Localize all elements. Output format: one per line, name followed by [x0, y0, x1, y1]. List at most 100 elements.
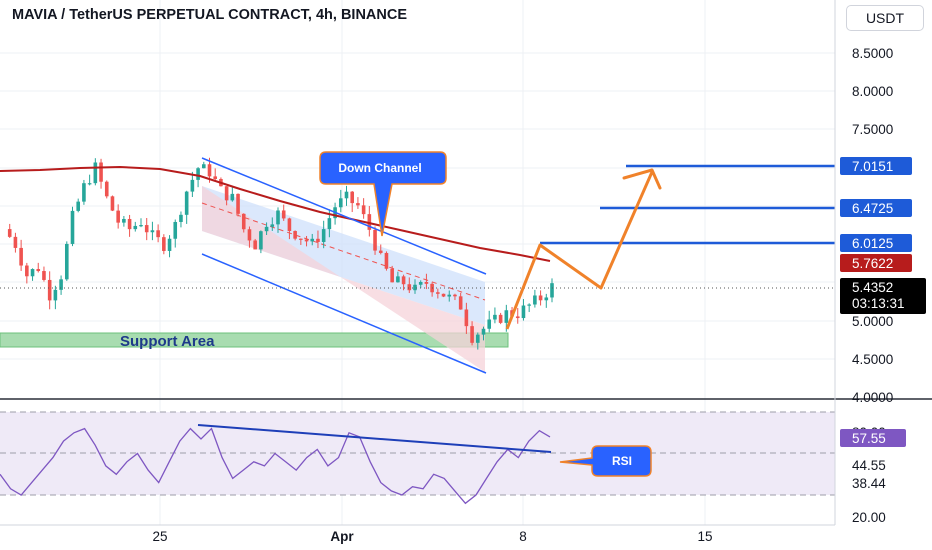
candle-body[interactable]	[378, 250, 383, 253]
candle-body[interactable]	[373, 229, 377, 251]
candle-body[interactable]	[418, 281, 423, 285]
candle-body[interactable]	[116, 210, 120, 223]
candle-body[interactable]	[64, 243, 69, 280]
rsi-callout[interactable]	[559, 445, 652, 477]
candle-body[interactable]	[487, 319, 492, 329]
currency-selector[interactable]: USDT	[846, 5, 924, 31]
candle-body[interactable]	[133, 225, 138, 230]
candle-body[interactable]	[356, 203, 360, 206]
candle-body[interactable]	[401, 276, 406, 285]
candle-body[interactable]	[99, 162, 103, 182]
candle-body[interactable]	[19, 247, 23, 266]
candle-body[interactable]	[42, 271, 46, 280]
candle-body[interactable]	[544, 297, 549, 301]
candle-body[interactable]	[458, 296, 463, 310]
candle-body[interactable]	[247, 229, 252, 241]
rsi-divergence-line[interactable]	[197, 424, 552, 453]
candle-body[interactable]	[441, 293, 446, 297]
candle-body[interactable]	[498, 314, 503, 323]
candle-body[interactable]	[475, 334, 480, 343]
candle-body[interactable]	[162, 237, 166, 251]
candle-body[interactable]	[36, 269, 41, 272]
candle-body[interactable]	[241, 213, 246, 230]
candle-body[interactable]	[224, 186, 229, 201]
candle-body[interactable]	[253, 240, 257, 250]
candle-body[interactable]	[538, 295, 543, 301]
candle-body[interactable]	[144, 225, 149, 233]
candle-body[interactable]	[281, 210, 286, 219]
channel-upper-line[interactable]	[201, 157, 487, 275]
candle-body[interactable]	[207, 164, 212, 177]
candle-body[interactable]	[293, 231, 297, 239]
candle-body[interactable]	[167, 238, 172, 251]
candle-body[interactable]	[150, 230, 155, 233]
down-channel-callout[interactable]	[319, 151, 447, 237]
candle-body[interactable]	[521, 305, 526, 319]
candle-body[interactable]	[481, 328, 486, 335]
candle-body[interactable]	[453, 294, 457, 297]
candle-body[interactable]	[310, 238, 315, 242]
support-area-zone[interactable]	[0, 332, 509, 348]
candle-body[interactable]	[53, 289, 58, 301]
candle-body[interactable]	[464, 309, 469, 327]
candle-body[interactable]	[276, 210, 280, 225]
moving-average-line[interactable]	[0, 165, 551, 262]
candle-body[interactable]	[527, 304, 531, 306]
candle-body[interactable]	[316, 238, 320, 242]
candle-body[interactable]	[550, 283, 554, 298]
candle-body[interactable]	[424, 281, 429, 284]
candle-body[interactable]	[104, 181, 109, 197]
candle-body[interactable]	[327, 218, 332, 230]
channel-lower-line[interactable]	[201, 253, 487, 374]
candle-body[interactable]	[350, 191, 355, 204]
candle-body[interactable]	[127, 218, 132, 230]
rsi-line[interactable]	[0, 427, 551, 505]
candle-body[interactable]	[270, 224, 275, 227]
candle-body[interactable]	[82, 183, 86, 202]
candle-body[interactable]	[338, 198, 343, 208]
candle-body[interactable]	[236, 193, 240, 214]
candle-body[interactable]	[139, 225, 143, 227]
candle-body[interactable]	[122, 218, 126, 223]
candle-body[interactable]	[230, 193, 235, 201]
candle-body[interactable]	[287, 218, 292, 232]
candle-body[interactable]	[47, 279, 52, 301]
candle-body[interactable]	[179, 214, 183, 222]
candle-body[interactable]	[264, 226, 269, 232]
projected-path[interactable]	[505, 171, 654, 330]
candle-body[interactable]	[390, 268, 394, 283]
candle-body[interactable]	[190, 179, 195, 192]
candle-body[interactable]	[110, 196, 115, 211]
candle-body[interactable]	[321, 229, 326, 242]
candle-body[interactable]	[384, 252, 389, 269]
candle-body[interactable]	[436, 292, 440, 294]
candle-body[interactable]	[413, 284, 417, 291]
candle-body[interactable]	[533, 295, 537, 305]
candle-body[interactable]	[76, 201, 81, 211]
candle-body[interactable]	[259, 231, 263, 250]
candle-body[interactable]	[196, 168, 200, 180]
candle-body[interactable]	[515, 316, 520, 319]
candle-body[interactable]	[25, 265, 29, 277]
candle-body[interactable]	[201, 164, 206, 169]
candle-body[interactable]	[87, 183, 92, 185]
candle-body[interactable]	[396, 276, 400, 283]
candle-body[interactable]	[361, 205, 366, 215]
candle-body[interactable]	[344, 191, 349, 199]
candle-body[interactable]	[470, 326, 474, 343]
candle-body[interactable]	[447, 294, 452, 297]
candle-body[interactable]	[407, 284, 412, 291]
candle-body[interactable]	[493, 314, 497, 320]
candle-body[interactable]	[59, 279, 63, 290]
candle-body[interactable]	[70, 210, 75, 244]
candle-body[interactable]	[184, 191, 189, 215]
candle-body[interactable]	[173, 221, 178, 239]
candle-body[interactable]	[13, 236, 18, 248]
candle-body[interactable]	[213, 176, 218, 179]
candle-body[interactable]	[367, 214, 372, 230]
candle-body[interactable]	[304, 239, 309, 242]
candle-body[interactable]	[30, 269, 35, 277]
candle-body[interactable]	[299, 238, 303, 240]
candle-body[interactable]	[7, 229, 12, 237]
